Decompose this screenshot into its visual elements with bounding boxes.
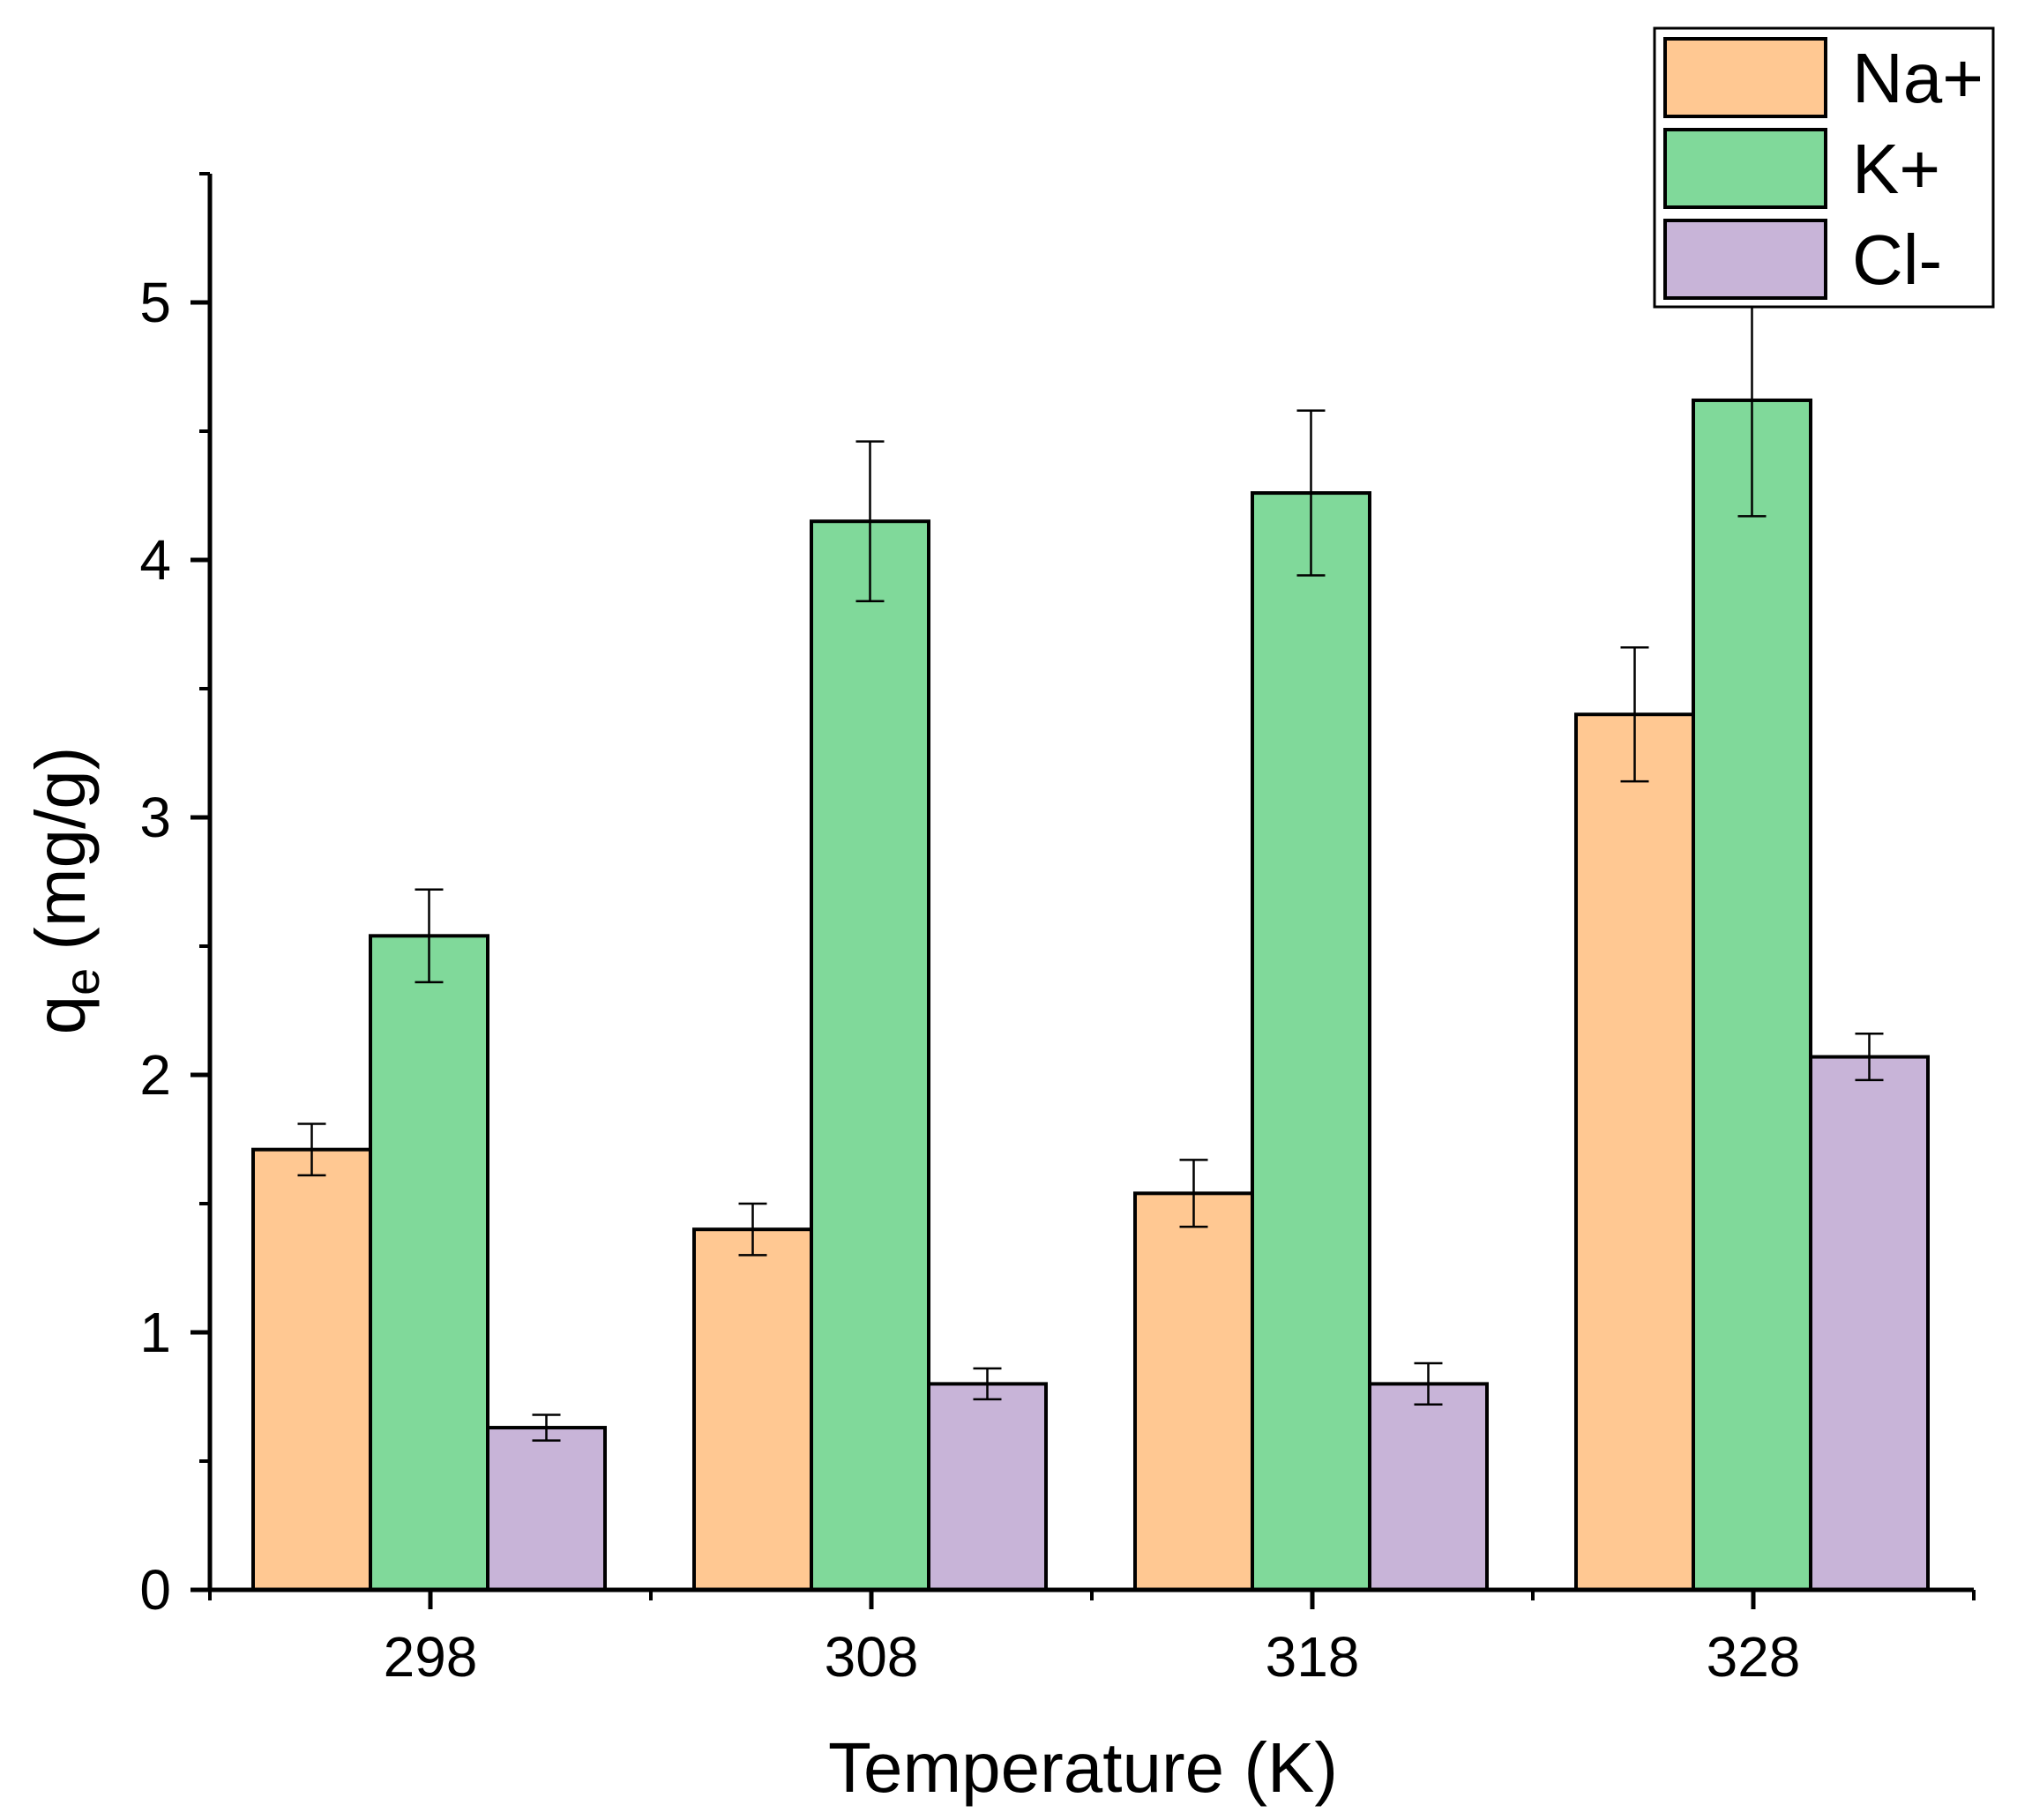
legend-label-K+: K+ xyxy=(1852,130,1940,208)
bar-Cl--298 xyxy=(486,1426,607,1592)
legend-item-K+: K+ xyxy=(1663,128,1940,209)
bars-layer xyxy=(251,398,1930,1592)
y-tick-label-2: 2 xyxy=(139,1043,171,1107)
x-tick-label-308: 308 xyxy=(825,1625,919,1689)
y-axis-title-subscript: e xyxy=(54,968,109,996)
error-bar-Na+-298 xyxy=(297,1123,326,1177)
y-tick-label-0: 0 xyxy=(139,1558,171,1622)
y-axis-title: qe (mg/g) xyxy=(21,747,109,1035)
error-bar-Na+-328 xyxy=(1620,646,1649,783)
bar-Cl--328 xyxy=(1809,1055,1930,1592)
error-bar-K+-318 xyxy=(1296,409,1326,577)
error-bar-Cl--308 xyxy=(973,1367,1002,1401)
error-bar-Cl--318 xyxy=(1414,1361,1443,1406)
y-tick-label-4: 4 xyxy=(139,528,171,592)
y-tick-label-5: 5 xyxy=(139,271,171,334)
legend-item-Cl-: Cl- xyxy=(1663,219,1942,300)
error-bar-Cl--328 xyxy=(1855,1033,1884,1082)
y-axis-title-units: (mg/g) xyxy=(21,747,100,951)
legend-label-Cl-: Cl- xyxy=(1852,220,1942,299)
bar-K+-318 xyxy=(1251,491,1371,1592)
x-tick-label-298: 298 xyxy=(384,1625,478,1689)
bar-Cl--318 xyxy=(1368,1382,1489,1592)
x-axis-title: Temperature (K) xyxy=(828,1728,1338,1807)
error-bar-Na+-318 xyxy=(1179,1159,1208,1228)
y-tick-label-1: 1 xyxy=(139,1301,171,1364)
x-tick-label-328: 328 xyxy=(1707,1625,1801,1689)
y-tick-label-3: 3 xyxy=(139,786,171,849)
bar-Na+-328 xyxy=(1574,712,1695,1592)
legend-swatch-Na+ xyxy=(1663,37,1827,118)
error-bar-K+-298 xyxy=(415,888,444,984)
error-bar-Na+-308 xyxy=(738,1202,767,1257)
bar-K+-298 xyxy=(369,934,489,1592)
x-tick-label-318: 318 xyxy=(1266,1625,1360,1689)
bar-Cl--308 xyxy=(927,1382,1048,1592)
legend-swatch-Cl- xyxy=(1663,219,1827,300)
bar-Na+-308 xyxy=(692,1227,813,1592)
bar-K+-308 xyxy=(810,519,930,1592)
y-axis-title-main: q xyxy=(21,996,100,1035)
legend-swatch-K+ xyxy=(1663,128,1827,209)
bar-Na+-318 xyxy=(1133,1191,1254,1592)
legend: Na+ K+ Cl- xyxy=(1653,26,1995,309)
legend-label-Na+: Na+ xyxy=(1852,39,1983,117)
error-bar-Cl--298 xyxy=(532,1413,561,1442)
legend-item-Na+: Na+ xyxy=(1663,37,1983,118)
bar-K+-328 xyxy=(1692,398,1812,1592)
ticks-layer: 0 1 2 3 4 5 298 308 318 328 xyxy=(139,172,1976,1689)
bar-Na+-298 xyxy=(251,1147,372,1592)
error-bar-K+-308 xyxy=(855,440,885,602)
